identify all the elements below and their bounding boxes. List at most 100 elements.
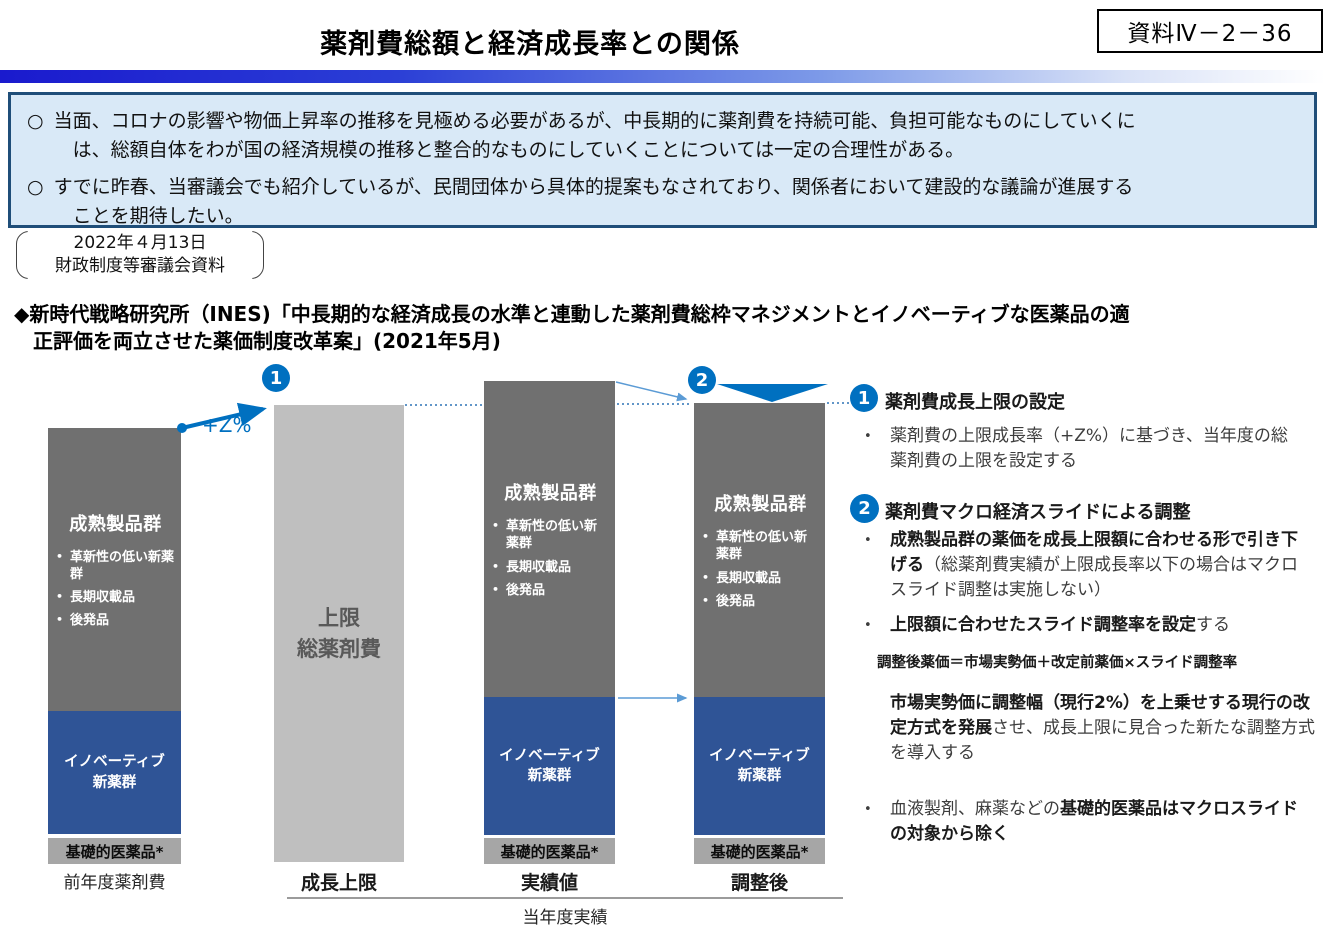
- current-year-bracket-line: [287, 897, 843, 899]
- mature-products-segment: 成熟製品群 • 革新性の低い新薬群 • 長期収載品 • 後発品: [48, 428, 181, 711]
- source-date: 2022年４月13日: [73, 233, 207, 254]
- panel-step-2-bullet-3-text: 血液製剤、麻薬などの基礎的医薬品はマクロスライドの対象から除く: [890, 797, 1312, 847]
- growth-rate-label: +Z%: [202, 413, 252, 437]
- panel-step-1-bullet-text: 薬剤費の上限成長率（+Z%）に基づき、当年度の総薬剤費の上限を設定する: [890, 426, 1288, 471]
- panel-step-2-bullet-2-text: 上限額に合わせたスライド調整率を設定する: [890, 613, 1230, 638]
- cap-body-line2: 総薬剤費: [297, 636, 381, 661]
- current-year-label: 当年度実績: [522, 908, 608, 927]
- basic-drugs-segment: 基礎的医薬品*: [484, 838, 615, 864]
- panel-step-2-title: 薬剤費マクロ経済スライドによる調整: [885, 502, 1191, 523]
- proposal-heading-line1: ◆新時代戦略研究所（INES)「中長期的な経済成長の水準と連動した薬剤費総枠マネ…: [14, 302, 1130, 326]
- key-message-1-line2: は、総額自体をわが国の経済規模の推移と整合的なものにしていくことについては一定の…: [72, 138, 965, 161]
- key-message-2-text: すでに昨春、当審議会でも紹介しているが、民間団体から具体的提案もなされており、関…: [54, 173, 1134, 230]
- bullet-icon: •: [702, 570, 710, 584]
- panel-step-1-title: 薬剤費成長上限の設定: [885, 392, 1065, 413]
- key-message-2-line1: すでに昨春、当審議会でも紹介しているが、民間団体から具体的提案もなされており、関…: [53, 176, 1134, 198]
- bullet-2-rest: する: [1196, 615, 1230, 635]
- bullet-icon: •: [702, 593, 710, 607]
- panel-step-2-bullet-3: • 血液製剤、麻薬などの基礎的医薬品はマクロスライドの対象から除く: [864, 797, 1312, 847]
- mature-item: • 革新性の低い新薬群: [492, 518, 609, 552]
- mature-item: • 革新性の低い新薬群: [702, 529, 819, 563]
- bar-adjusted: 成熟製品群 • 革新性の低い新薬群 • 長期収載品 • 後発品 イノベーティブ …: [694, 403, 825, 864]
- bullet-3-bold: 基礎的医薬品はマクロスライドの対象から除く: [890, 799, 1298, 844]
- bullet-icon: •: [864, 533, 872, 548]
- innovative-drugs-segment: イノベーティブ 新薬群: [48, 711, 181, 834]
- mature-item-text: 後発品: [506, 582, 546, 598]
- bullet-icon: •: [492, 519, 500, 533]
- basic-drugs-segment: 基礎的医薬品*: [694, 838, 825, 864]
- innovative-line1: イノベーティブ: [499, 747, 600, 764]
- mature-item-text: 革新性の低い新薬群: [70, 549, 175, 582]
- bullet-2-bold: 上限額に合わせたスライド調整率を設定: [890, 615, 1196, 635]
- mature-item-text: 後発品: [70, 613, 110, 629]
- bar-label-prev-year: 前年度薬剤費: [63, 873, 166, 893]
- bullet-3-pre: 血液製剤、麻薬などの: [890, 799, 1060, 819]
- innovative-drugs-segment: イノベーティブ 新薬群: [484, 697, 615, 835]
- bullet-1-bold: 成熟製品群の薬価を成長上限額に合わせる形で引き下げる: [890, 530, 1298, 575]
- title-divider-bar: [0, 70, 1325, 83]
- bullet-icon: •: [864, 802, 872, 817]
- bullet-1-rest: （総薬剤費実績が上限成長率以下の場合はマクロスライド調整は実施しない）: [890, 554, 1298, 600]
- mature-item-text: 後発品: [716, 593, 756, 609]
- proposal-heading-line2: 正評価を両立させた薬価制度改革案」(2021年5月): [33, 328, 501, 353]
- mature-products-title: 成熟製品群: [714, 494, 807, 516]
- bullet-icon: •: [56, 590, 64, 603]
- mature-item: • 後発品: [702, 593, 819, 610]
- mature-item-text: 長期収載品: [716, 570, 782, 586]
- reduction-triangle-icon: [717, 384, 828, 402]
- bar-label-growth-cap: 成長上限: [300, 872, 377, 894]
- bullet-icon: •: [56, 549, 64, 563]
- step-2-badge: 2: [688, 366, 716, 394]
- basic-drugs-segment: 基礎的医薬品*: [48, 838, 181, 864]
- page-title: 薬剤費総額と経済成長率との関係: [320, 29, 740, 60]
- key-message-1-line1: 当面、コロナの影響や物価上昇率の推移を見極める必要があるが、中長期的に薬剤費を持…: [53, 110, 1136, 132]
- paragraph-rest: させ、成長上限に見合った新たな調整方式を導入する: [890, 717, 1315, 763]
- mature-item: • 革新性の低い新薬群: [56, 549, 175, 583]
- key-message-box: ○ 当面、コロナの影響や物価上昇率の推移を見極める必要があるが、中長期的に薬剤費…: [8, 92, 1317, 228]
- key-message-2: ○ すでに昨春、当審議会でも紹介しているが、民間団体から具体的提案もなされており…: [27, 173, 1298, 230]
- innovative-line1: イノベーティブ: [64, 754, 165, 771]
- mature-item: • 長期収載品: [56, 589, 175, 606]
- innovative-line2: 新薬群: [737, 768, 782, 784]
- bar-label-adjusted: 調整後: [730, 872, 788, 894]
- source-date-box: 2022年４月13日 財政制度等審議会資料: [16, 231, 264, 279]
- bar-prev-year: 成熟製品群 • 革新性の低い新薬群 • 長期収載品 • 後発品 イノベーティブ …: [48, 428, 181, 864]
- key-message-1-text: 当面、コロナの影響や物価上昇率の推移を見極める必要があるが、中長期的に薬剤費を持…: [54, 107, 1136, 164]
- panel-step-2-paragraph: 市場実勢価に調整幅（現行2%）を上乗せする現行の改定方式を発展させ、成長上限に見…: [890, 691, 1315, 766]
- key-message-1: ○ 当面、コロナの影響や物価上昇率の推移を見極める必要があるが、中長期的に薬剤費…: [27, 107, 1298, 164]
- left-bracket-shape: [16, 231, 28, 279]
- basic-drugs-label: 基礎的医薬品*: [710, 842, 809, 861]
- circle-bullet-icon: ○: [27, 110, 44, 132]
- panel-step-2-bullet-1: • 成熟製品群の薬価を成長上限額に合わせる形で引き下げる（総薬剤費実績が上限成長…: [864, 528, 1312, 603]
- panel-step-2-badge: 2: [850, 494, 879, 523]
- mature-item-text: 革新性の低い新薬群: [506, 519, 598, 552]
- bar-label-actual: 実績値: [520, 872, 578, 894]
- innovative-line2: 新薬群: [527, 768, 572, 784]
- proposal-heading: ◆新時代戦略研究所（INES)「中長期的な経済成長の水準と連動した薬剤費総枠マネ…: [14, 301, 1319, 354]
- mature-item-text: 長期収載品: [506, 559, 572, 575]
- mature-products-segment: 成熟製品群 • 革新性の低い新薬群 • 長期収載品 • 後発品: [484, 381, 615, 697]
- mature-item-text: 長期収載品: [70, 590, 136, 605]
- innovative-line2: 新薬群: [92, 774, 137, 791]
- mature-products-title: 成熟製品群: [69, 513, 162, 535]
- mature-item: • 長期収載品: [702, 570, 819, 587]
- source-name: 財政制度等審議会資料: [55, 256, 225, 276]
- adjustment-arrow-top: [615, 381, 688, 402]
- bullet-icon: •: [702, 530, 710, 544]
- mature-item-text: 革新性の低い新薬群: [716, 530, 808, 563]
- mature-item: • 後発品: [492, 582, 609, 599]
- mature-item: • 後発品: [56, 612, 175, 629]
- cap-body-line1: 上限: [318, 606, 360, 631]
- panel-step-1-bullet: • 薬剤費の上限成長率（+Z%）に基づき、当年度の総薬剤費の上限を設定する: [864, 424, 1304, 474]
- basic-drugs-label: 基礎的医薬品*: [500, 842, 599, 861]
- adjusted-price-formula: 調整後薬価＝市場実勢価＋改定前薬価×スライド調整率: [877, 655, 1238, 671]
- paragraph-bold: 市場実勢価に調整幅（現行2%）を上乗せする現行の改定方式を発展: [890, 693, 1310, 738]
- bullet-icon: •: [492, 559, 500, 573]
- key-message-2-line2: ことを期待したい。: [72, 204, 244, 227]
- mature-products-segment: 成熟製品群 • 革新性の低い新薬群 • 長期収載品 • 後発品: [694, 403, 825, 697]
- bullet-icon: •: [864, 429, 872, 444]
- bar-growth-cap: 上限 総薬剤費: [274, 405, 404, 862]
- basic-drugs-label: 基礎的医薬品*: [65, 842, 164, 861]
- mature-products-title: 成熟製品群: [504, 483, 597, 505]
